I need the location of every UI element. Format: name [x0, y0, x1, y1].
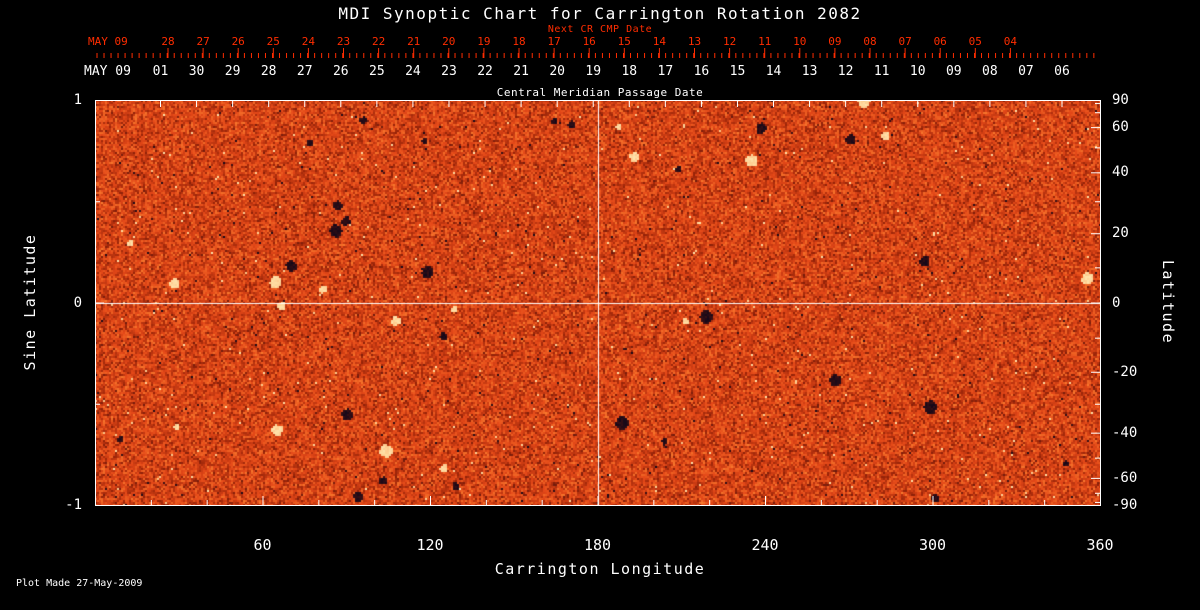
cmp-date-tick-label: 11 [873, 64, 890, 79]
latitude-tick-label: 90 [1112, 92, 1129, 108]
cmp-date-tick-label: 22 [477, 64, 493, 79]
cmp-date-tick-label: 28 [260, 64, 277, 79]
cmp-date-tick-label: 21 [513, 64, 529, 79]
next-cr-date-tick-label: 18 [512, 35, 526, 48]
latitude-tick-label: 20 [1112, 225, 1129, 242]
cmp-date-tick-label: 26 [332, 64, 349, 79]
cmp-date-tick-label: 14 [765, 64, 782, 79]
plot-made-timestamp: Plot Made 27-May-2009 [16, 578, 143, 589]
longitude-tick-label: 180 [583, 536, 612, 554]
next-cr-date-tick-label: 09 [828, 35, 842, 48]
next-cr-date-tick-label: 20 [442, 35, 456, 48]
cmp-date-tick-label: 10 [909, 64, 926, 79]
cmp-date-tick-label: 18 [621, 64, 638, 79]
cmp-date-tick-label: 07 [1018, 64, 1034, 79]
longitude-tick-label: 60 [253, 536, 272, 554]
next-cr-date-tick-label: 27 [196, 35, 210, 48]
next-cr-date-tick-label: 11 [758, 35, 772, 48]
next-cr-date-tick-label: 28 [161, 35, 175, 48]
next-cr-date-tick-label: 19 [477, 35, 491, 48]
next-cr-date-tick-label: 21 [407, 35, 421, 48]
sine-latitude-tick-label: -1 [65, 497, 82, 513]
next-cr-date-tick-label: 06 [933, 35, 947, 48]
carrington-longitude-axis-label: Carrington Longitude [494, 560, 706, 578]
next-cr-date-tick-label: 15 [617, 35, 631, 48]
latitude-tick-label: -90 [1112, 497, 1138, 513]
longitude-tick-label: 300 [918, 536, 947, 554]
cmp-date-tick-label: 16 [693, 64, 710, 79]
next-cr-date-tick-label: 26 [231, 35, 245, 48]
latitude-tick-label: 40 [1112, 164, 1129, 181]
red-axis-month-label: MAY 09 [88, 35, 128, 48]
next-cr-date-tick-label: 10 [793, 35, 807, 48]
cmp-date-tick-label: 15 [729, 64, 746, 79]
cmp-date-tick-label: 27 [296, 64, 313, 79]
cmp-date-tick-label: 08 [982, 64, 998, 79]
next-cr-date-tick-label: 22 [371, 35, 386, 48]
sine-latitude-axis-label: Sine Latitude [21, 233, 39, 371]
latitude-tick-label: -60 [1112, 469, 1138, 486]
next-cr-date-tick-label: 04 [1003, 35, 1018, 48]
longitude-tick-label: 120 [416, 536, 444, 554]
latitude-tick-label: 0 [1112, 294, 1121, 311]
cmp-date-tick-label: 20 [549, 64, 565, 79]
cmp-date-tick-label: 17 [657, 64, 674, 79]
next-cr-date-tick-label: 17 [547, 35, 561, 48]
next-cr-date-tick-label: 12 [722, 35, 737, 48]
latitude-tick-label: -20 [1112, 363, 1138, 380]
cmp-date-tick-label: 19 [585, 64, 602, 79]
cmp-date-tick-label: 23 [441, 64, 457, 79]
chart-title: MDI Synoptic Chart for Carrington Rotati… [338, 4, 862, 23]
next-cr-date-tick-label: 25 [266, 35, 280, 48]
cmp-date-tick-label: 29 [224, 64, 241, 79]
next-cr-date-tick-label: 05 [968, 35, 982, 48]
next-cr-date-tick-label: 23 [336, 35, 351, 48]
cmp-date-tick-label: 12 [837, 64, 854, 79]
latitude-axis-label: Latitude [1159, 259, 1177, 345]
sine-latitude-tick-label: 0 [73, 294, 82, 311]
cmp-date-tick-label: 25 [369, 64, 385, 79]
sine-latitude-tick-label: 1 [73, 92, 82, 108]
cmp-date-tick-label: 01 [152, 64, 169, 79]
cmp-date-tick-label: 06 [1054, 64, 1070, 79]
next-cr-date-tick-label: 07 [898, 35, 912, 48]
next-cr-date-tick-label: 16 [582, 35, 596, 48]
next-cr-date-tick-label: 08 [863, 35, 877, 48]
cmp-date-tick-label: 09 [945, 64, 962, 79]
cmp-date-tick-label: 13 [801, 64, 818, 79]
latitude-tick-label: -40 [1112, 424, 1138, 441]
next-cr-date-tick-label: 14 [652, 35, 667, 48]
longitude-tick-label: 240 [751, 536, 779, 554]
cmp-axis-month-label: MAY 09 [84, 64, 131, 79]
next-cr-date-tick-label: 24 [301, 35, 316, 48]
cmp-date-tick-label: 24 [405, 64, 421, 79]
next-cr-cmp-date-label: Next CR CMP Date [547, 24, 653, 35]
longitude-tick-label: 360 [1086, 536, 1114, 554]
cmp-date-tick-label: 30 [188, 64, 205, 79]
latitude-tick-label: 60 [1112, 119, 1129, 136]
next-cr-date-tick-label: 13 [687, 35, 702, 48]
magnetogram-canvas [95, 100, 1100, 505]
central-meridian-passage-date-label: Central Meridian Passage Date [496, 86, 704, 99]
